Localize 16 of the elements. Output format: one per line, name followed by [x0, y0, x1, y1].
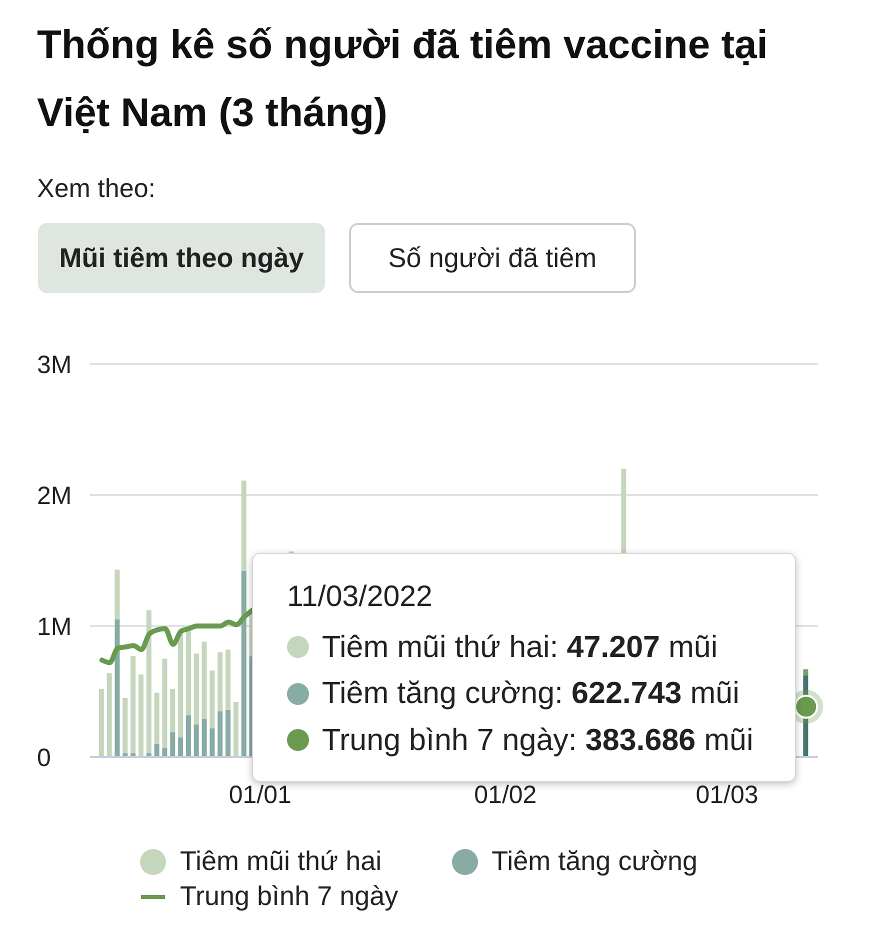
- annotation: Trung bình 7 ngày: 383.686 mũi: [322, 722, 754, 758]
- annotation: Tiêm tăng cường: 622.743 mũi: [322, 676, 740, 712]
- chart-subtitle: Xem theo:: [37, 172, 156, 204]
- y-tick-label: 1M: [37, 613, 72, 641]
- y-tick-label: 3M: [37, 351, 72, 379]
- chart-title: Thống kê số người đã tiêm vaccine tại Việt Nam (3 tháng): [37, 22, 769, 137]
- legend-label: Trung bình 7 ngày: [180, 881, 398, 912]
- x-tick-label: 01/01: [228, 780, 292, 809]
- x-tick-label: 01/03: [696, 780, 758, 809]
- x-tick-label: 01/02: [474, 780, 537, 809]
- y-tick-label: 2M: [37, 482, 72, 510]
- annotation: 11/03/2022: [287, 579, 434, 615]
- legend-label: Tiêm mũi thứ hai: [180, 846, 382, 877]
- annotation: Tiêm mũi thứ hai: 47.207 mũi: [322, 630, 718, 665]
- y-tick-label: 0: [37, 744, 51, 772]
- legend-label: Tiêm tăng cường: [492, 846, 698, 877]
